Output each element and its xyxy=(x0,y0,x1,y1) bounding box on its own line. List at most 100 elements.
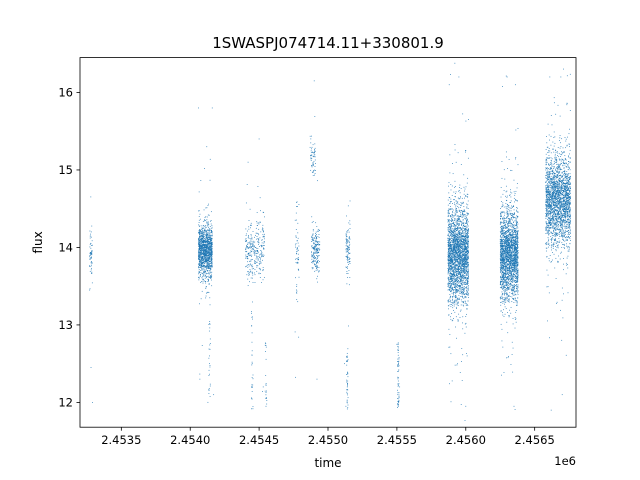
data-point xyxy=(462,244,464,246)
data-point xyxy=(464,190,465,192)
data-point xyxy=(450,228,452,230)
data-point xyxy=(449,281,450,282)
data-point xyxy=(467,229,469,231)
data-point xyxy=(460,275,462,277)
data-point xyxy=(515,318,517,320)
data-point xyxy=(458,237,460,239)
data-point xyxy=(316,234,317,235)
data-point xyxy=(450,245,452,247)
data-point xyxy=(466,235,468,237)
data-point xyxy=(204,253,206,254)
data-point xyxy=(467,242,469,244)
data-point xyxy=(451,242,453,244)
data-point xyxy=(460,257,461,258)
data-point xyxy=(312,240,313,242)
data-point xyxy=(454,240,456,242)
data-point xyxy=(500,301,502,303)
data-point xyxy=(210,239,211,241)
data-point xyxy=(449,295,451,297)
data-point xyxy=(461,248,463,250)
data-point xyxy=(454,62,456,64)
data-point xyxy=(295,212,297,214)
data-point xyxy=(204,257,205,259)
data-point xyxy=(319,244,321,245)
data-point xyxy=(315,244,317,246)
data-point xyxy=(506,246,508,248)
data-point xyxy=(462,234,463,236)
data-point xyxy=(504,292,505,294)
data-point xyxy=(461,229,463,230)
data-point xyxy=(262,236,264,238)
data-point xyxy=(451,253,453,254)
data-point xyxy=(466,278,468,280)
data-point xyxy=(448,245,450,247)
data-point xyxy=(502,283,504,285)
data-point xyxy=(507,288,509,290)
data-point xyxy=(464,263,466,265)
data-point xyxy=(346,267,347,268)
data-point xyxy=(252,244,253,246)
data-point xyxy=(347,249,349,250)
data-point xyxy=(447,259,449,261)
data-point xyxy=(199,250,201,252)
data-point xyxy=(447,235,449,236)
data-point xyxy=(467,293,469,295)
data-point xyxy=(450,278,452,279)
data-point xyxy=(198,249,200,251)
data-point xyxy=(465,274,467,276)
data-point xyxy=(207,258,209,259)
data-point xyxy=(517,128,519,129)
data-point xyxy=(465,239,466,241)
data-point xyxy=(453,274,455,276)
data-point xyxy=(211,258,213,260)
data-point xyxy=(458,237,460,238)
data-point xyxy=(451,237,453,239)
data-point xyxy=(453,230,455,231)
data-point xyxy=(207,263,209,265)
data-point xyxy=(451,240,453,242)
data-point xyxy=(200,246,202,248)
data-point xyxy=(198,257,200,259)
data-point xyxy=(460,233,462,235)
data-point xyxy=(449,216,451,217)
data-point xyxy=(462,266,464,267)
data-point xyxy=(468,251,469,253)
data-point xyxy=(466,215,468,216)
data-point xyxy=(462,226,464,228)
data-point xyxy=(205,288,207,289)
data-point xyxy=(466,277,468,279)
data-point xyxy=(456,257,458,259)
data-point xyxy=(448,346,450,348)
data-point xyxy=(211,251,213,253)
data-point xyxy=(262,267,264,268)
data-point xyxy=(199,275,201,277)
data-point xyxy=(249,246,250,248)
data-point xyxy=(453,256,455,258)
data-point xyxy=(312,236,313,238)
data-point xyxy=(450,260,452,262)
data-point xyxy=(263,256,264,257)
data-point xyxy=(211,247,212,249)
data-point xyxy=(90,196,92,198)
data-point xyxy=(203,236,205,238)
data-point xyxy=(198,259,200,261)
data-point xyxy=(454,229,456,230)
data-point xyxy=(467,225,469,227)
data-point xyxy=(254,282,256,283)
data-point xyxy=(501,242,503,244)
data-point xyxy=(503,218,505,220)
data-point xyxy=(203,253,205,255)
data-point xyxy=(310,157,312,159)
data-point xyxy=(250,256,252,257)
data-point xyxy=(459,227,461,228)
data-point xyxy=(206,216,208,218)
data-point xyxy=(447,204,449,206)
data-point xyxy=(463,253,465,255)
data-point xyxy=(503,245,504,247)
data-point xyxy=(459,262,461,264)
data-point xyxy=(311,245,313,247)
data-point xyxy=(263,248,265,250)
data-point xyxy=(508,240,510,241)
data-point xyxy=(202,234,203,236)
data-point xyxy=(452,299,454,300)
